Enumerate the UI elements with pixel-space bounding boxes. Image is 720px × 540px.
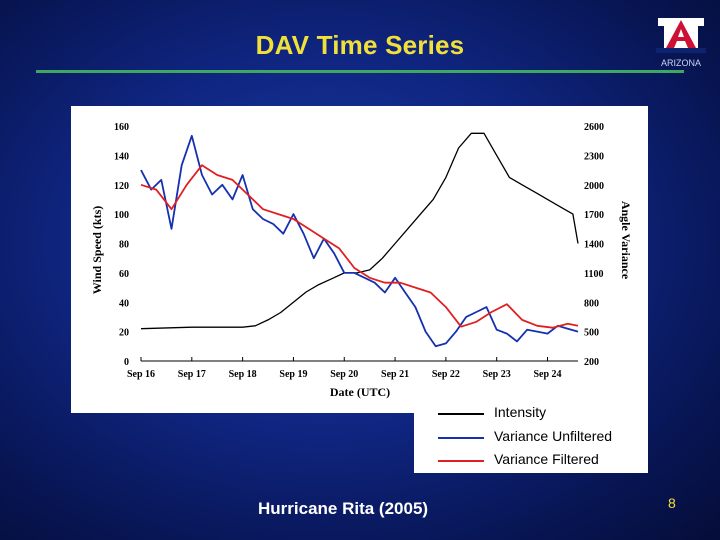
- slide-title: DAV Time Series: [255, 30, 465, 60]
- x-tick-label: Sep 20: [330, 369, 358, 380]
- y-tick-labels: 0 20 40 60 80 100 120 140 160: [114, 122, 129, 368]
- y-tick-label: 0: [124, 357, 129, 368]
- legend-label-unfiltered: Variance Unfiltered: [494, 428, 613, 444]
- legend-item-intensity: Intensity: [414, 403, 648, 425]
- x-tick-label: Sep 18: [229, 369, 257, 380]
- legend: Intensity Variance Unfiltered Variance F…: [414, 403, 648, 473]
- slide-subtitle: Hurricane Rita (2005): [258, 499, 429, 518]
- y2-tick-label: 1700: [584, 210, 604, 221]
- y2-tick-label: 200: [584, 357, 599, 368]
- legend-swatch-filtered: [438, 460, 484, 462]
- title-underline: [36, 70, 684, 73]
- x-tick-label: Sep 16: [127, 369, 155, 380]
- logo-text: ARIZONA: [661, 58, 701, 68]
- page-number: 8: [668, 495, 676, 511]
- y2-tick-label: 2600: [584, 122, 604, 133]
- y2-tick-label: 800: [584, 298, 599, 309]
- x-tick-labels: Sep 16 Sep 17 Sep 18 Sep 19 Sep 20 Sep 21 Sep …: [127, 369, 562, 380]
- y2-axis-label: Angle Variance: [619, 201, 633, 280]
- y2-tick-label: 2300: [584, 151, 604, 162]
- chart-series: [140, 132, 579, 348]
- arizona-logo: ARIZONA: [656, 18, 706, 68]
- y2-tick-label: 500: [584, 328, 599, 339]
- y-tick-label: 100: [114, 210, 129, 221]
- legend-item-filtered: Variance Filtered: [414, 450, 648, 472]
- legend-swatch-unfiltered: [438, 437, 484, 439]
- y-tick-label: 40: [119, 298, 129, 309]
- chart-svg: Sep 16 Sep 17 Sep 18 Sep 19 Sep 20 Sep 21 Sep …: [90, 122, 633, 399]
- x-tick-label: Sep 23: [483, 369, 511, 380]
- chart-panel: Sep 16 Sep 17 Sep 18 Sep 19 Sep 20 Sep 21 Sep …: [71, 106, 648, 413]
- y-tick-label: 80: [119, 240, 129, 251]
- y2-tick-label: 1100: [584, 269, 603, 280]
- legend-swatch-intensity: [438, 413, 484, 415]
- legend-label-filtered: Variance Filtered: [494, 451, 599, 467]
- y2-tick-label: 1400: [584, 240, 604, 251]
- x-tick-label: Sep 24: [533, 369, 561, 380]
- legend-item-unfiltered: Variance Unfiltered: [414, 427, 648, 449]
- x-tick-label: Sep 21: [381, 369, 409, 380]
- legend-label-intensity: Intensity: [494, 404, 547, 420]
- x-axis-label: Date (UTC): [330, 385, 390, 399]
- y-tick-label: 120: [114, 181, 129, 192]
- y-tick-label: 160: [114, 122, 129, 133]
- chart-ticks: [140, 357, 578, 362]
- y-tick-label: 20: [119, 328, 129, 339]
- x-tick-label: Sep 22: [432, 369, 460, 380]
- y-tick-label: 140: [114, 151, 129, 162]
- series-line-variance-filtered: [140, 164, 579, 329]
- y2-tick-label: 2000: [584, 181, 604, 192]
- y2-tick-labels: 200 500 800 1100 1400 1700 2000 2300 2600: [584, 122, 604, 368]
- series-line-intensity: [140, 132, 579, 330]
- y-tick-label: 60: [119, 269, 129, 280]
- x-tick-label: Sep 19: [279, 369, 307, 380]
- x-tick-label: Sep 17: [178, 369, 206, 380]
- y-axis-label: Wind Speed (kts): [90, 206, 104, 294]
- series-line-variance-unfiltered: [140, 134, 579, 348]
